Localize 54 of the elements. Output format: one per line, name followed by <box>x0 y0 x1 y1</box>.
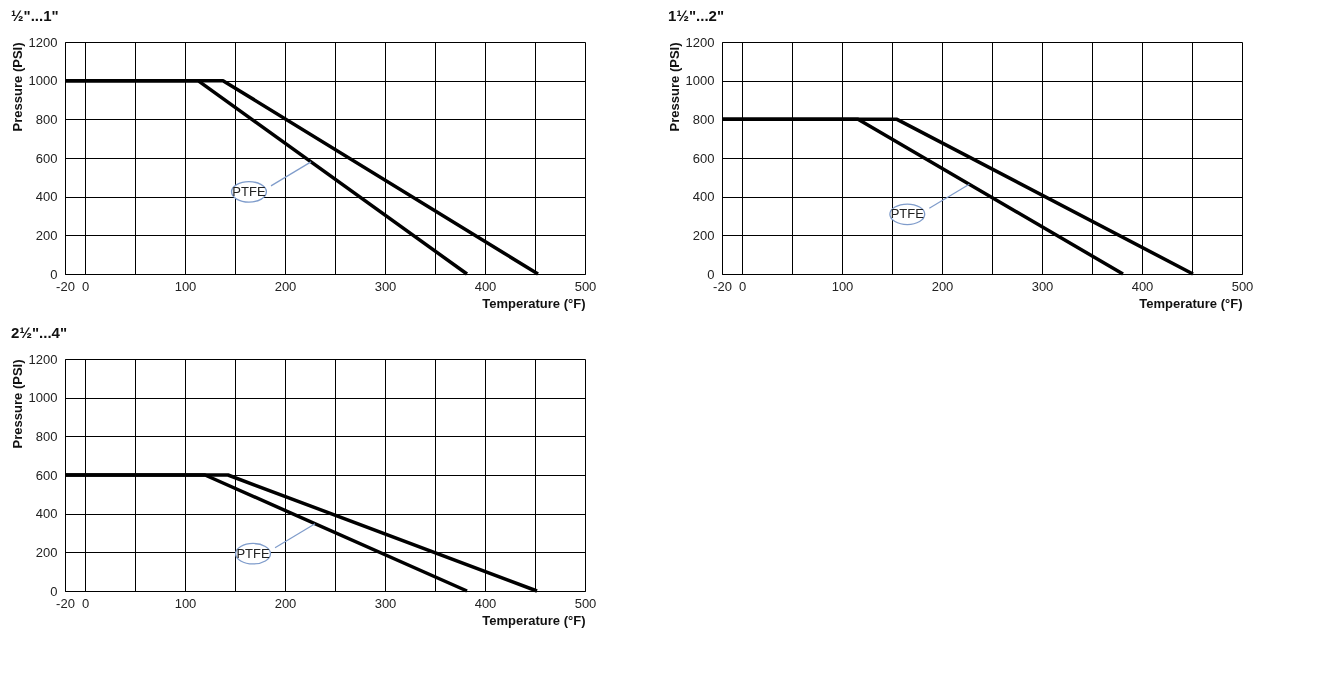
y-tick-label: 800 <box>692 111 715 127</box>
x-tick-label: 0 <box>81 278 90 294</box>
y-tick-label: 800 <box>35 111 58 127</box>
y-tick-label: 0 <box>707 266 715 282</box>
x-tick-label: 400 <box>474 595 497 611</box>
text: PTFE <box>232 183 266 199</box>
y-tick-label: 1000 <box>685 73 715 89</box>
x-tick-label: 300 <box>374 595 397 611</box>
y-tick-label: 800 <box>35 428 58 444</box>
y-tick-label: 1200 <box>685 34 715 50</box>
y-axis-title: Pressure (PSI) <box>9 359 25 449</box>
y-tick-label: 1200 <box>28 351 58 367</box>
x-tick-label: 300 <box>1031 278 1054 294</box>
y-tick-label: 200 <box>35 227 58 243</box>
y-tick-label: 1000 <box>28 73 58 89</box>
y-tick-label: 200 <box>35 544 58 560</box>
x-axis-title: Temperature (°F) <box>482 295 586 311</box>
x-tick-label: 100 <box>174 278 197 294</box>
x-tick-label: 100 <box>831 278 854 294</box>
y-tick-label: 0 <box>50 583 58 599</box>
text: PTFE <box>890 206 925 222</box>
y-tick-label: 0 <box>50 266 58 282</box>
text: PTFE <box>236 545 270 561</box>
x-tick-label: 500 <box>1231 278 1254 294</box>
y-tick-label: 200 <box>692 227 715 243</box>
y-tick-label: 600 <box>692 150 715 166</box>
x-tick-label: 200 <box>931 278 954 294</box>
x-tick-label: -20 <box>56 278 75 294</box>
x-tick-label: 500 <box>574 278 597 294</box>
x-tick-label: 400 <box>474 278 497 294</box>
x-tick-label: 400 <box>1131 278 1154 294</box>
chart-title: 1½"...2" <box>668 7 724 24</box>
x-axis-title: Temperature (°F) <box>482 612 586 628</box>
x-tick-label: -20 <box>56 595 75 611</box>
x-tick-label: 300 <box>374 278 397 294</box>
x-tick-label: 0 <box>81 595 90 611</box>
y-tick-label: 600 <box>35 467 58 483</box>
y-tick-label: 600 <box>35 150 58 166</box>
x-tick-label: 200 <box>274 595 297 611</box>
x-axis-title: Temperature (°F) <box>1139 295 1243 311</box>
chart-title: 2½"...4" <box>11 324 67 341</box>
x-tick-label: 0 <box>738 278 747 294</box>
x-tick-label: 200 <box>274 278 297 294</box>
x-tick-label: -20 <box>713 278 732 294</box>
chart-title: ½"...1" <box>11 7 59 24</box>
x-tick-label: 100 <box>174 595 197 611</box>
y-axis-title: Pressure (PSI) <box>9 42 25 132</box>
y-tick-label: 400 <box>35 189 58 205</box>
y-tick-label: 1000 <box>28 390 58 406</box>
y-tick-label: 1200 <box>28 34 58 50</box>
y-tick-label: 400 <box>35 506 58 522</box>
y-tick-label: 400 <box>692 189 715 205</box>
x-tick-label: 500 <box>574 595 597 611</box>
y-axis-title: Pressure (PSI) <box>666 42 682 132</box>
